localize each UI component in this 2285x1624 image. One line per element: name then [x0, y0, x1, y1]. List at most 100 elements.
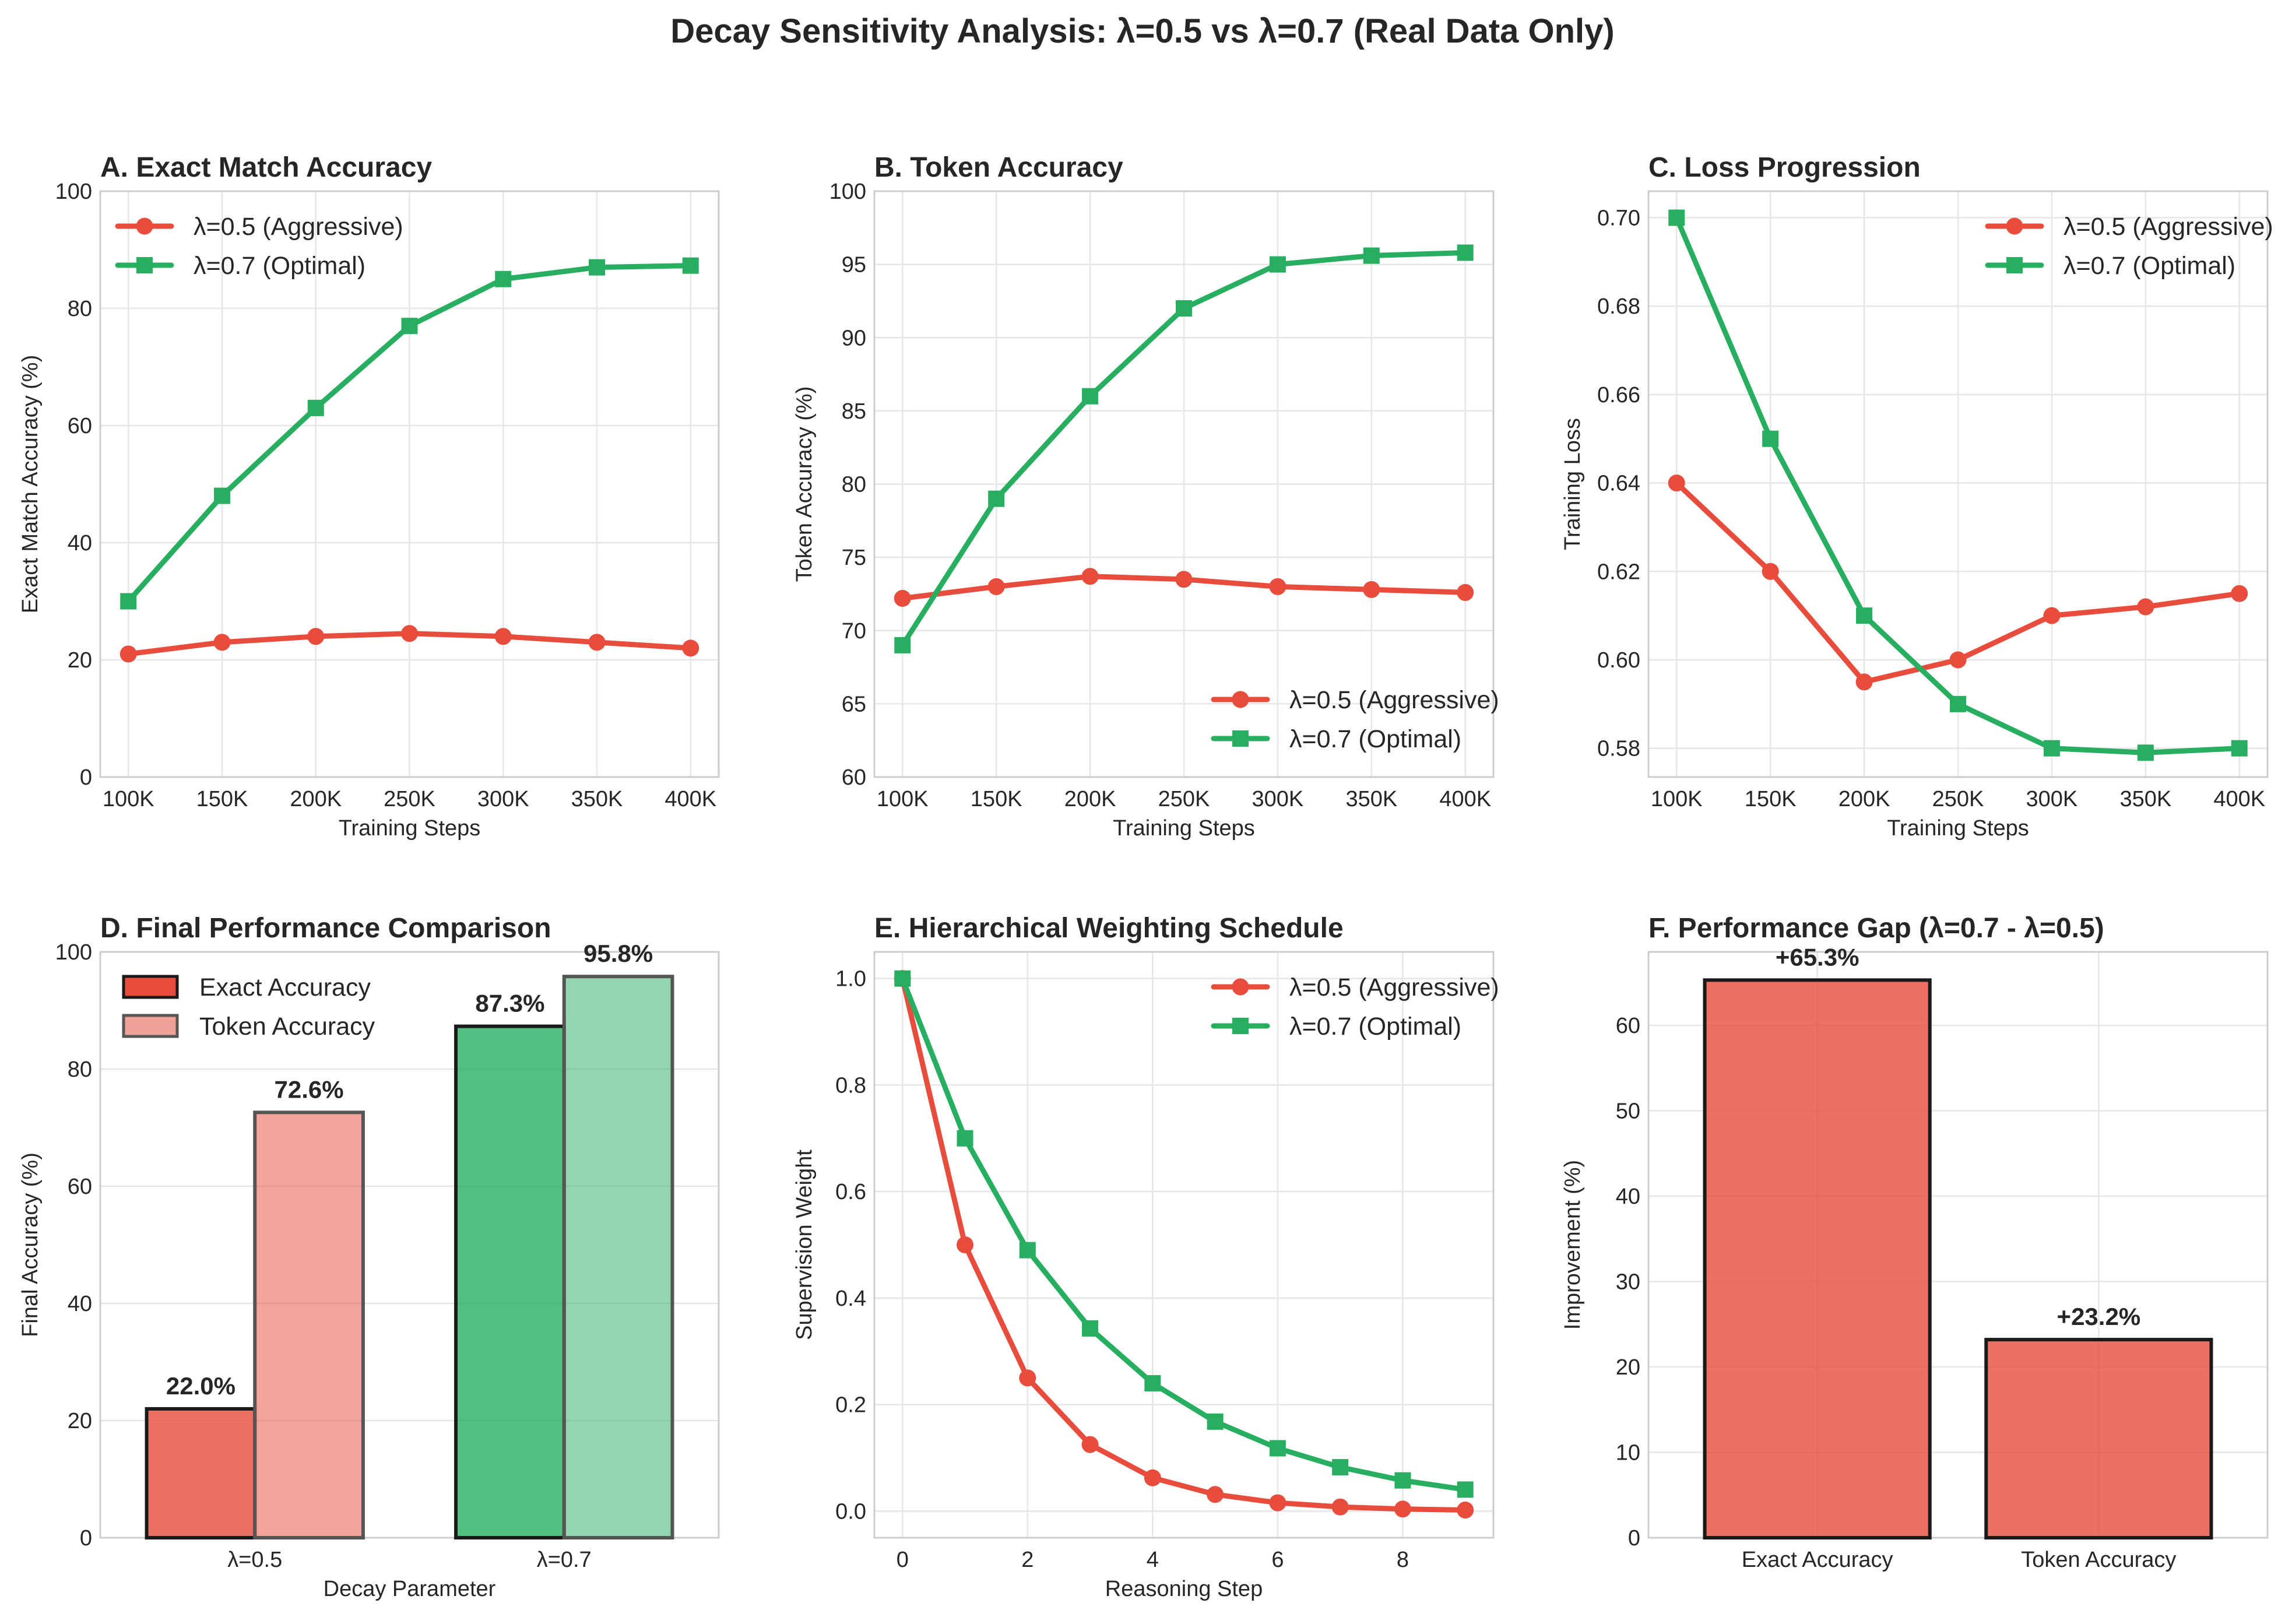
data-point [1081, 568, 1099, 585]
series-line [899, 976, 1468, 1513]
data-point [1207, 1486, 1224, 1503]
y-tick-label: 0.68 [1597, 294, 1640, 319]
plot-frame [99, 190, 720, 778]
x-tick-label: 6 [1271, 1548, 1284, 1572]
x-tick-label: 400K [665, 787, 716, 811]
bar [1984, 1338, 2213, 1540]
y-axis-label: Improvement (%) [1560, 1160, 1585, 1330]
legend-marker [1232, 1018, 1249, 1034]
data-point [1331, 1498, 1349, 1516]
y-tick-label: 100 [829, 180, 866, 204]
x-tick-label: 100K [877, 787, 929, 811]
data-point [307, 399, 324, 416]
y-axis-label: Final Accuracy (%) [18, 1152, 43, 1337]
x-tick-label: 200K [1064, 787, 1116, 811]
y-tick-label: 40 [1616, 1184, 1640, 1209]
data-point [1856, 607, 1873, 624]
data-point [957, 1236, 974, 1253]
data-point [1363, 581, 1380, 598]
y-tick-label: 10 [1616, 1440, 1640, 1465]
bar-value-label: 72.6% [275, 1075, 344, 1103]
y-tick-label: 75 [842, 546, 866, 570]
data-point [1144, 1469, 1161, 1486]
legend-patch [122, 1014, 179, 1038]
data-point [1949, 651, 1967, 669]
y-tick-label: 85 [842, 399, 866, 424]
y-tick-label: 0.8 [835, 1073, 866, 1098]
data-point [1176, 300, 1192, 317]
y-tick-label: 0.0 [835, 1499, 866, 1524]
legend-marker [2006, 217, 2023, 235]
x-tick-label: 8 [1397, 1548, 1409, 1572]
panel-title: A. Exact Match Accuracy [100, 152, 432, 183]
x-tick-label: 200K [1838, 787, 1890, 811]
x-tick-label: 400K [1439, 787, 1491, 811]
data-point [894, 637, 911, 653]
data-point [307, 628, 325, 645]
data-point [495, 270, 512, 287]
panel-B: 60 65 70 75 80 85 90 95 100 100K 150K 200K 250K 300K 3… [792, 152, 1499, 841]
x-tick-label: 200K [290, 787, 342, 811]
y-tick-label: 60 [842, 765, 866, 790]
data-point [682, 639, 699, 657]
legend-label: λ=0.7 (Optimal) [2063, 252, 2235, 280]
y-tick-label: 20 [1616, 1355, 1640, 1380]
y-tick-label: 20 [68, 648, 92, 673]
data-point [1082, 1320, 1099, 1337]
x-tick-label: 350K [1345, 787, 1397, 811]
y-axis-label: Token Accuracy (%) [792, 386, 817, 582]
data-point [2231, 585, 2248, 602]
data-point [1457, 1501, 1474, 1518]
panel-D: 0 20 40 60 80 100 λ=0.5 λ=0.7 D. Final Performan… [18, 913, 720, 1601]
x-tick-label: 250K [1158, 787, 1210, 811]
bar [145, 1407, 257, 1539]
x-tick-label: 150K [1745, 787, 1797, 811]
data-point [2043, 740, 2060, 757]
data-point [1269, 578, 1286, 595]
data-point [894, 970, 911, 987]
y-tick-label: 40 [68, 1292, 92, 1316]
legend-label: λ=0.5 (Aggressive) [194, 213, 403, 241]
data-point [1082, 388, 1099, 405]
y-tick-label: 60 [68, 414, 92, 438]
bar [1703, 978, 1932, 1539]
y-tick-label: 0.66 [1597, 383, 1640, 407]
data-point [401, 318, 418, 335]
x-tick-label: Exact Accuracy [1742, 1548, 1893, 1572]
x-tick-label: 350K [2119, 787, 2171, 811]
data-point [682, 257, 699, 274]
data-point [1175, 571, 1193, 588]
legend-label: λ=0.7 (Optimal) [194, 252, 365, 280]
plot-frame [873, 190, 1495, 778]
bar-value-label: 95.8% [583, 940, 653, 967]
y-tick-label: 60 [1616, 1014, 1640, 1038]
data-point [1457, 583, 1474, 601]
data-point [1855, 673, 1873, 691]
x-tick-label: 350K [571, 787, 623, 811]
x-axis-label: Training Steps [1113, 816, 1255, 841]
panel-title: B. Token Accuracy [874, 152, 1123, 183]
x-tick-label: 250K [384, 787, 435, 811]
data-point [120, 593, 137, 610]
figure-title: Decay Sensitivity Analysis: λ=0.5 vs λ=0… [670, 12, 1614, 50]
y-axis-label: Training Loss [1560, 418, 1585, 550]
x-tick-label: 150K [196, 787, 248, 811]
bar [562, 975, 674, 1539]
x-tick-label: 4 [1147, 1548, 1159, 1572]
data-point [588, 634, 606, 651]
y-tick-label: 0.4 [835, 1286, 866, 1311]
x-axis-label: Reasoning Step [1105, 1577, 1263, 1601]
data-point [894, 589, 911, 607]
data-point [589, 259, 606, 276]
panel-A: 0 20 40 60 80 100 100K 150K 200K 250K 300K 350K 400K… [18, 152, 720, 841]
data-point [213, 487, 230, 504]
y-tick-label: 65 [842, 692, 866, 716]
data-point [2137, 744, 2154, 761]
y-tick-label: 0.60 [1597, 648, 1640, 673]
series-line [899, 976, 1468, 1492]
panel-E: 0.0 0.2 0.4 0.6 0.8 1.0 0 2 4 6 8 E. Hierarchical W… [792, 913, 1499, 1601]
y-tick-label: 0 [1628, 1526, 1640, 1551]
data-point [957, 1130, 973, 1147]
data-point [2137, 598, 2154, 616]
legend-marker [2006, 257, 2023, 273]
